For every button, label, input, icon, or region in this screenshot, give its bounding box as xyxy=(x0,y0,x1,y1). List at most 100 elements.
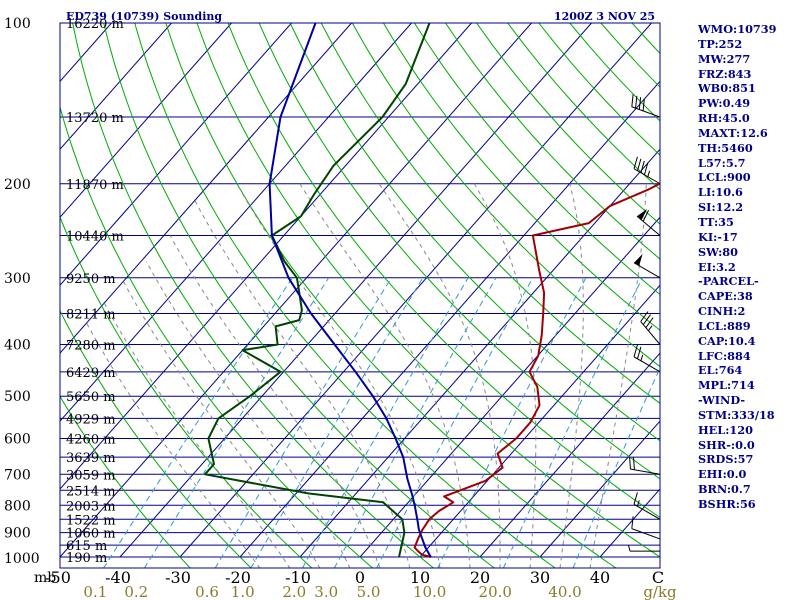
isotherm-line xyxy=(60,23,472,490)
wind-barb-half xyxy=(648,325,653,332)
wind-barb-staff xyxy=(633,356,661,373)
plot-area xyxy=(60,23,660,568)
wind-barb-half xyxy=(637,500,640,507)
wind-barbs xyxy=(628,94,661,552)
height-label: 4929 m xyxy=(66,412,116,427)
mixing-ratio-label: 0.2 xyxy=(124,583,148,600)
isotherm-line xyxy=(299,148,660,558)
moist-adiabat xyxy=(559,183,584,568)
pressure-unit-label: mb xyxy=(34,570,56,586)
mixing-ratio-line xyxy=(250,277,424,568)
height-label: 11870 m xyxy=(66,178,124,193)
temperature-tick-label: 0 xyxy=(355,568,365,587)
temperature-tick-label: 10 xyxy=(410,568,430,587)
isotherm-line xyxy=(539,420,660,558)
wind-barb-pennant xyxy=(634,253,643,266)
wind-barb-full xyxy=(640,311,649,322)
wind-barb xyxy=(631,94,661,118)
wind-barb-half xyxy=(647,170,651,177)
isotherm-line xyxy=(239,80,660,558)
moist-adiabat xyxy=(146,261,351,568)
moist-adiabat xyxy=(473,183,537,568)
index-item: SRDS:57 xyxy=(698,452,754,467)
wind-barb-full xyxy=(637,158,642,171)
dry-adiabat xyxy=(320,23,660,404)
wind-barb-full xyxy=(633,344,638,357)
wind-barb-half xyxy=(640,354,644,361)
index-item: BRN:0.7 xyxy=(698,482,751,497)
height-label: 5650 m xyxy=(66,390,116,405)
height-label: 1522 m xyxy=(66,513,116,528)
wind-barb-full xyxy=(645,317,654,328)
wind-barb xyxy=(628,545,660,552)
index-item: -PARCEL- xyxy=(698,274,759,289)
wind-barb-full xyxy=(637,346,642,359)
dry-adiabat xyxy=(72,23,435,568)
mixing-ratio-label: 2.0 xyxy=(282,583,306,600)
height-label: 8211 m xyxy=(66,308,116,323)
dry-adiabat xyxy=(134,23,556,568)
index-item: SW:80 xyxy=(698,244,738,259)
index-item: RH:45.0 xyxy=(698,111,750,126)
index-item: CINH:2 xyxy=(698,304,746,319)
index-item: LCL:889 xyxy=(698,318,751,333)
index-item: KI:-17 xyxy=(698,229,738,244)
dry-adiabat xyxy=(258,23,660,480)
wind-barb-full xyxy=(635,95,638,109)
valid-time: 1200Z 3 NOV 25 xyxy=(554,10,655,23)
moist-adiabat xyxy=(236,183,441,568)
temperature-tick-label: -10 xyxy=(285,568,311,587)
wind-barb-staff xyxy=(631,106,661,118)
mixing-ratio-label: 10.0 xyxy=(413,583,446,600)
moist-adiabat xyxy=(299,183,471,568)
index-item: BSHR:56 xyxy=(698,497,756,511)
wind-barb xyxy=(636,209,661,236)
mixing-ratio-line xyxy=(572,366,660,568)
height-label: 2003 m xyxy=(66,499,116,514)
index-item: -WIND- xyxy=(698,393,746,408)
temperature-tick-label: -20 xyxy=(225,568,251,587)
dry-adiabat xyxy=(351,23,660,368)
temperature-tick-label: 20 xyxy=(470,568,490,587)
moist-adiabat xyxy=(194,200,411,568)
isotherm-line xyxy=(60,23,172,151)
pressure-tick-label: 400 xyxy=(4,338,31,354)
dry-adiabat xyxy=(60,309,252,568)
dry-adiabat xyxy=(60,395,191,568)
height-label: 190 m xyxy=(66,551,107,566)
height-label: 9250 m xyxy=(66,272,116,287)
mixing-ratio-label: 20.0 xyxy=(479,583,512,600)
isotherm-line xyxy=(359,216,660,558)
wind-barb-staff xyxy=(630,468,661,475)
index-item: MPL:714 xyxy=(698,378,755,393)
wind-barb-staff xyxy=(640,321,661,345)
wind-barb-full xyxy=(642,210,650,222)
isotherm-line xyxy=(60,23,232,219)
index-item: L57:5.7 xyxy=(698,155,746,170)
temperature-trace xyxy=(413,182,660,558)
temperature-tick-label: 40 xyxy=(590,568,610,587)
chart-title: ED739 (10739) Sounding xyxy=(66,10,222,23)
isotherm-line xyxy=(60,23,352,354)
index-item: CAPE:38 xyxy=(698,289,753,304)
temperature-tick-label: 30 xyxy=(530,568,550,587)
dry-adiabat xyxy=(289,23,660,442)
index-item: TP:252 xyxy=(698,36,743,51)
height-label: 3639 m xyxy=(66,451,116,466)
height-label: 2514 m xyxy=(66,484,116,499)
index-item: TH:5460 xyxy=(698,140,753,155)
dry-adiabat xyxy=(60,105,374,568)
isotherm-line xyxy=(119,23,592,558)
index-item: TT:35 xyxy=(698,214,734,229)
dry-adiabat xyxy=(227,23,660,519)
mixing-ratio-line xyxy=(437,277,587,568)
wind-barb-full xyxy=(633,457,635,470)
index-item: STM:333/18 xyxy=(698,407,775,422)
mixing-ratio-label: 1.0 xyxy=(231,583,255,600)
moist-adiabat xyxy=(123,281,321,568)
pressure-tick-label: 700 xyxy=(4,467,31,483)
index-item: EI:3.2 xyxy=(698,259,736,274)
parcel-trace xyxy=(268,23,432,558)
mixing-ratio-line xyxy=(102,277,293,568)
